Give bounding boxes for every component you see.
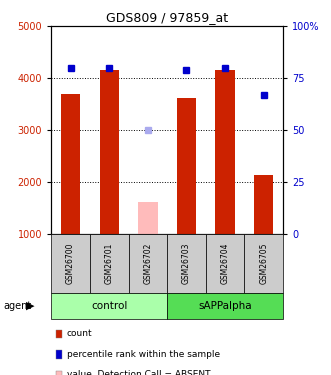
Text: percentile rank within the sample: percentile rank within the sample (67, 350, 220, 359)
Bar (128, 234, 167, 292)
Text: GSM26702: GSM26702 (143, 243, 152, 284)
Bar (167, 292, 283, 319)
Text: GSM26700: GSM26700 (66, 243, 75, 284)
Text: GSM26703: GSM26703 (182, 243, 191, 284)
Text: count: count (67, 329, 92, 338)
Bar (177, 98, 196, 234)
Bar (100, 70, 119, 234)
Text: GSM26701: GSM26701 (105, 243, 114, 284)
Text: agent: agent (3, 301, 31, 310)
Bar (206, 234, 244, 292)
Text: control: control (91, 301, 127, 310)
Bar (90, 234, 128, 292)
Bar (138, 202, 158, 234)
Text: ▶: ▶ (25, 301, 34, 310)
Text: sAPPalpha: sAPPalpha (198, 301, 252, 310)
Text: GSM26704: GSM26704 (220, 243, 230, 284)
Bar (167, 234, 206, 292)
Bar (61, 94, 80, 234)
Text: GSM26705: GSM26705 (259, 243, 268, 284)
Text: value, Detection Call = ABSENT: value, Detection Call = ABSENT (67, 370, 210, 375)
Bar (215, 70, 235, 234)
Bar (244, 234, 283, 292)
Bar (51, 292, 167, 319)
Bar (254, 174, 273, 234)
Title: GDS809 / 97859_at: GDS809 / 97859_at (106, 11, 228, 24)
Bar (51, 234, 90, 292)
